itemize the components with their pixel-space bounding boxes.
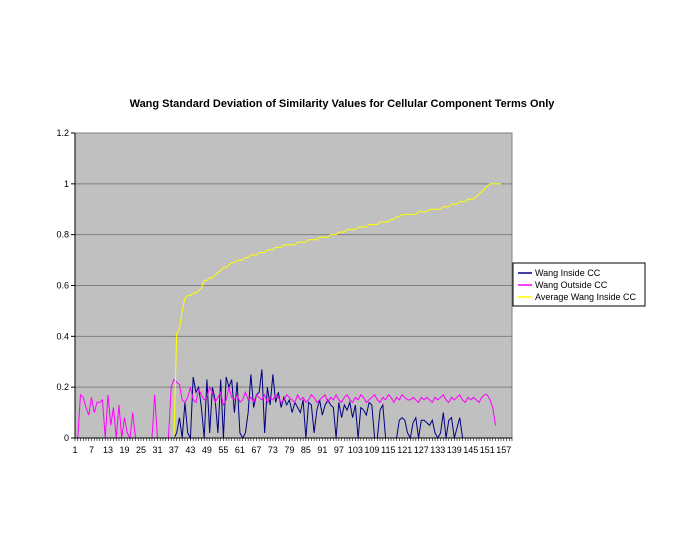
- chart-title: Wang Standard Deviation of Similarity Va…: [130, 98, 556, 110]
- x-tick-label: 97: [334, 445, 344, 455]
- y-tick-label: 0.2: [56, 382, 69, 392]
- x-tick-label: 109: [364, 445, 379, 455]
- x-tick-label: 61: [235, 445, 245, 455]
- x-tick-label: 25: [136, 445, 146, 455]
- x-tick-label: 127: [414, 445, 429, 455]
- x-tick-label: 133: [430, 445, 445, 455]
- x-tick-label: 115: [381, 445, 395, 455]
- y-axis: 0 0.2 0.4 0.6 0.8 1 1.2: [56, 128, 76, 443]
- legend: Wang Inside CC Wang Outside CC Average Wan…: [512, 262, 646, 307]
- x-tick-label: 139: [447, 445, 462, 455]
- x-tick-label: 1: [72, 445, 77, 455]
- y-tick-label: 0: [64, 433, 69, 443]
- x-tick-label: 157: [496, 445, 511, 455]
- y-tick-label: 0.8: [56, 230, 69, 240]
- y-tick-label: 0.6: [56, 281, 69, 291]
- y-tick-label: 1: [64, 179, 69, 189]
- x-tick-label: 7: [89, 445, 94, 455]
- x-tick-label: 37: [169, 445, 179, 455]
- x-tick-label: 19: [119, 445, 129, 455]
- x-axis: 1 7 13 19 25 31 37 43 49 55 61 67 73 79 85 91 97 103 109 11…: [72, 437, 513, 455]
- y-tick-label: 0.4: [56, 331, 69, 341]
- x-tick-label: 67: [251, 445, 261, 455]
- x-tick-label: 85: [301, 445, 311, 455]
- x-tick-label: 151: [480, 445, 495, 455]
- legend-label: Average Wang Inside CC: [535, 292, 637, 302]
- legend-label: Wang Outside CC: [535, 280, 608, 290]
- x-tick-label: 55: [218, 445, 228, 455]
- y-tick-label: 1.2: [56, 128, 69, 138]
- x-tick-label: 121: [397, 445, 412, 455]
- x-tick-label: 49: [202, 445, 212, 455]
- x-tick-label: 43: [185, 445, 195, 455]
- x-tick-label: 31: [152, 445, 162, 455]
- x-tick-label: 145: [463, 445, 478, 455]
- x-tick-label: 103: [348, 445, 363, 455]
- gridlines: [75, 183, 512, 388]
- x-tick-label: 91: [317, 445, 327, 455]
- legend-label: Wang Inside CC: [535, 268, 601, 278]
- x-tick-label: 13: [103, 445, 113, 455]
- x-tick-label: 79: [284, 445, 294, 455]
- legend-box: [512, 262, 646, 307]
- x-tick-label: 73: [268, 445, 278, 455]
